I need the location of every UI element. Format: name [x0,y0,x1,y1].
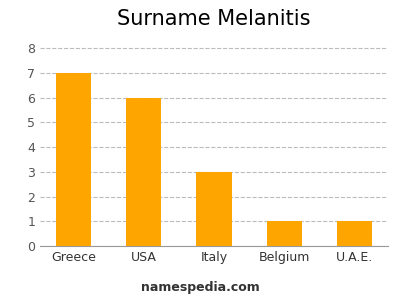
Bar [267,221,302,246]
Title: Surname Melanitis: Surname Melanitis [117,9,311,29]
Bar [56,73,91,246]
Bar [337,221,372,246]
Bar [196,172,232,246]
Text: namespedia.com: namespedia.com [141,281,259,294]
Bar [126,98,161,246]
